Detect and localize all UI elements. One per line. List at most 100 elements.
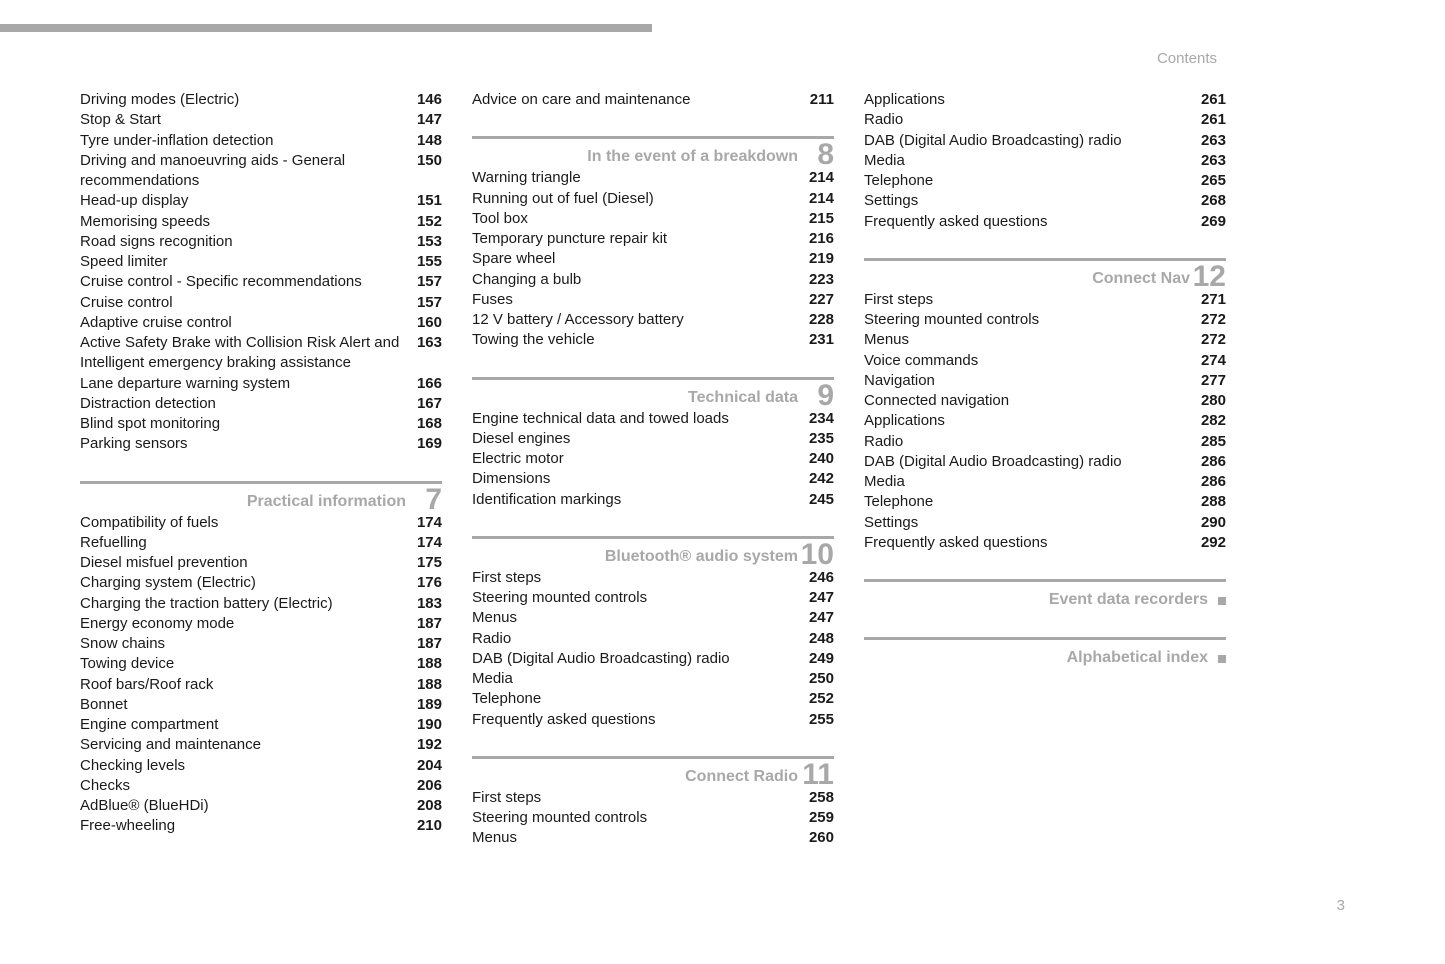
toc-entry[interactable]: Applications261 bbox=[864, 90, 1226, 110]
toc-entry[interactable]: Checks206 bbox=[80, 776, 442, 796]
toc-entry[interactable]: Tyre under-inflation detection148 bbox=[80, 131, 442, 151]
toc-entry-page: 163 bbox=[406, 333, 442, 353]
toc-entry[interactable]: Radio285 bbox=[864, 432, 1226, 452]
toc-entry[interactable]: Fuses227 bbox=[472, 290, 834, 310]
toc-entry-page: 252 bbox=[798, 689, 834, 709]
toc-entry[interactable]: Settings268 bbox=[864, 191, 1226, 211]
toc-entry-page: 292 bbox=[1190, 533, 1226, 553]
toc-entry[interactable]: Telephone288 bbox=[864, 492, 1226, 512]
toc-entry-topic: Telephone bbox=[864, 171, 1190, 191]
toc-entry[interactable]: Frequently asked questions255 bbox=[472, 710, 834, 730]
toc-entry[interactable]: Menus247 bbox=[472, 608, 834, 628]
toc-entry[interactable]: Voice commands274 bbox=[864, 351, 1226, 371]
toc-entry[interactable]: Compatibility of fuels174 bbox=[80, 513, 442, 533]
toc-entry[interactable]: Navigation277 bbox=[864, 371, 1226, 391]
toc-entry-topic: Settings bbox=[864, 513, 1190, 533]
toc-entry-page: 214 bbox=[798, 189, 834, 209]
toc-entry[interactable]: Applications282 bbox=[864, 411, 1226, 431]
toc-entry[interactable]: Diesel engines235 bbox=[472, 429, 834, 449]
toc-entry[interactable]: Steering mounted controls272 bbox=[864, 310, 1226, 330]
toc-entry[interactable]: Electric motor240 bbox=[472, 449, 834, 469]
section-square-icon bbox=[1218, 597, 1226, 605]
toc-entry[interactable]: Temporary puncture repair kit216 bbox=[472, 229, 834, 249]
toc-entry[interactable]: Distraction detection167 bbox=[80, 394, 442, 414]
toc-entry[interactable]: Menus272 bbox=[864, 330, 1226, 350]
toc-entry[interactable]: DAB (Digital Audio Broadcasting) radio26… bbox=[864, 131, 1226, 151]
toc-entry[interactable]: Driving modes (Electric)146 bbox=[80, 90, 442, 110]
toc-entry[interactable]: Towing the vehicle231 bbox=[472, 330, 834, 350]
toc-entry[interactable]: Servicing and maintenance192 bbox=[80, 735, 442, 755]
toc-entry[interactable]: Identification markings245 bbox=[472, 490, 834, 510]
toc-entry[interactable]: First steps271 bbox=[864, 290, 1226, 310]
toc-entry[interactable]: Steering mounted controls259 bbox=[472, 808, 834, 828]
toc-entry[interactable]: Warning triangle214 bbox=[472, 168, 834, 188]
toc-entry[interactable]: Spare wheel219 bbox=[472, 249, 834, 269]
toc-entry[interactable]: Head-up display151 bbox=[80, 191, 442, 211]
toc-entry[interactable]: Diesel misfuel prevention175 bbox=[80, 553, 442, 573]
toc-entry[interactable]: Frequently asked questions269 bbox=[864, 212, 1226, 232]
toc-entry[interactable]: Settings290 bbox=[864, 513, 1226, 533]
toc-entry[interactable]: First steps258 bbox=[472, 788, 834, 808]
toc-entry-page: 282 bbox=[1190, 411, 1226, 431]
toc-entry[interactable]: Stop & Start147 bbox=[80, 110, 442, 130]
toc-entry[interactable]: Dimensions242 bbox=[472, 469, 834, 489]
toc-entry-page: 160 bbox=[406, 313, 442, 333]
toc-entry[interactable]: Free-wheeling210 bbox=[80, 816, 442, 836]
toc-entry[interactable]: Radio261 bbox=[864, 110, 1226, 130]
toc-entry-page: 249 bbox=[798, 649, 834, 669]
toc-entry-page: 248 bbox=[798, 629, 834, 649]
toc-entry[interactable]: Media263 bbox=[864, 151, 1226, 171]
toc-entry[interactable]: Steering mounted controls247 bbox=[472, 588, 834, 608]
toc-entry-page: 247 bbox=[798, 588, 834, 608]
toc-entry[interactable]: Connected navigation280 bbox=[864, 391, 1226, 411]
toc-entry[interactable]: Advice on care and maintenance211 bbox=[472, 90, 834, 110]
toc-entry-topic: Running out of fuel (Diesel) bbox=[472, 189, 798, 209]
toc-entry[interactable]: 12 V battery / Accessory battery228 bbox=[472, 310, 834, 330]
section-number: 9 bbox=[817, 379, 834, 413]
toc-entry[interactable]: Speed limiter155 bbox=[80, 252, 442, 272]
toc-entry-page: 263 bbox=[1190, 151, 1226, 171]
toc-entry[interactable]: Blind spot monitoring168 bbox=[80, 414, 442, 434]
section-square-icon bbox=[1218, 655, 1226, 663]
toc-entry[interactable]: Towing device188 bbox=[80, 654, 442, 674]
toc-entry[interactable]: DAB (Digital Audio Broadcasting) radio24… bbox=[472, 649, 834, 669]
toc-entry[interactable]: Parking sensors169 bbox=[80, 434, 442, 454]
toc-entry[interactable]: Engine technical data and towed loads234 bbox=[472, 409, 834, 429]
toc-entry[interactable]: Media286 bbox=[864, 472, 1226, 492]
toc-entry[interactable]: DAB (Digital Audio Broadcasting) radio28… bbox=[864, 452, 1226, 472]
toc-entry[interactable]: Telephone265 bbox=[864, 171, 1226, 191]
toc-entry-page: 176 bbox=[406, 573, 442, 593]
toc-entry[interactable]: Frequently asked questions292 bbox=[864, 533, 1226, 553]
toc-entry[interactable]: Changing a bulb223 bbox=[472, 270, 834, 290]
toc-entry[interactable]: Road signs recognition153 bbox=[80, 232, 442, 252]
toc-entry[interactable]: Running out of fuel (Diesel)214 bbox=[472, 189, 834, 209]
toc-entry[interactable]: Snow chains187 bbox=[80, 634, 442, 654]
toc-entry[interactable]: Menus260 bbox=[472, 828, 834, 848]
toc-entry[interactable]: Cruise control - Specific recommendation… bbox=[80, 272, 442, 292]
toc-entry[interactable]: First steps246 bbox=[472, 568, 834, 588]
toc-entry[interactable]: Active Safety Brake with Collision Risk … bbox=[80, 333, 442, 374]
toc-entry-topic: Settings bbox=[864, 191, 1190, 211]
toc-entry[interactable]: Engine compartment190 bbox=[80, 715, 442, 735]
toc-entry[interactable]: Charging system (Electric)176 bbox=[80, 573, 442, 593]
toc-entry-topic: Engine technical data and towed loads bbox=[472, 409, 798, 429]
toc-entry[interactable]: Energy economy mode187 bbox=[80, 614, 442, 634]
toc-entry[interactable]: Lane departure warning system166 bbox=[80, 374, 442, 394]
toc-entry[interactable]: Checking levels204 bbox=[80, 756, 442, 776]
toc-entry-topic: AdBlue® (BlueHDi) bbox=[80, 796, 406, 816]
toc-entry[interactable]: Memorising speeds152 bbox=[80, 212, 442, 232]
toc-entry-page: 290 bbox=[1190, 513, 1226, 533]
toc-entry-page: 189 bbox=[406, 695, 442, 715]
toc-entry[interactable]: Radio248 bbox=[472, 629, 834, 649]
toc-entry[interactable]: Adaptive cruise control160 bbox=[80, 313, 442, 333]
toc-entry[interactable]: Roof bars/Roof rack188 bbox=[80, 675, 442, 695]
toc-entry[interactable]: Charging the traction battery (Electric)… bbox=[80, 594, 442, 614]
toc-entry[interactable]: Bonnet189 bbox=[80, 695, 442, 715]
toc-entry[interactable]: Tool box215 bbox=[472, 209, 834, 229]
toc-entry[interactable]: Cruise control157 bbox=[80, 293, 442, 313]
toc-entry[interactable]: Telephone252 bbox=[472, 689, 834, 709]
toc-entry[interactable]: AdBlue® (BlueHDi)208 bbox=[80, 796, 442, 816]
toc-entry[interactable]: Media250 bbox=[472, 669, 834, 689]
toc-entry[interactable]: Driving and manoeuvring aids - General r… bbox=[80, 151, 442, 192]
toc-entry[interactable]: Refuelling174 bbox=[80, 533, 442, 553]
